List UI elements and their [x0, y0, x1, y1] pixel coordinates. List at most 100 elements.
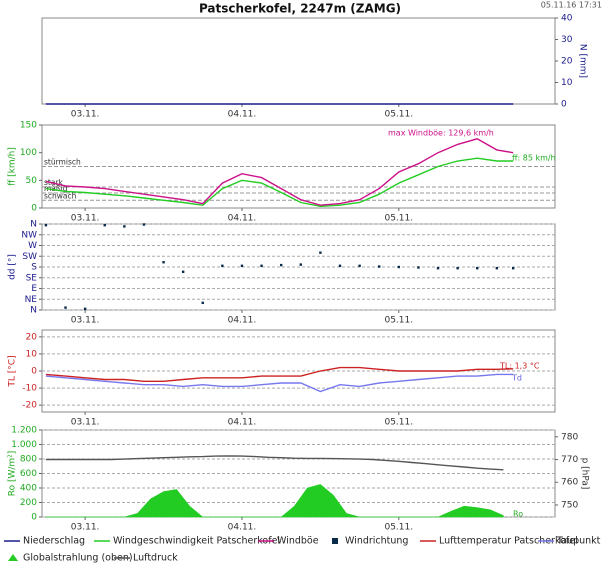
y2-tick-label: 770: [561, 455, 578, 465]
x-tick-label: 04.11.: [228, 523, 257, 533]
legend-label: Globalstrahlung (oben): [23, 553, 133, 564]
wind-direction-point: [495, 266, 499, 270]
y-axis-label: ff [km/h]: [8, 147, 18, 186]
wind-direction-point: [44, 223, 48, 227]
x-tick-label: 04.11.: [228, 316, 257, 326]
y-tick-label: SW: [22, 252, 37, 262]
annotation: Ro: [513, 510, 523, 519]
y-tick-label: 150: [20, 121, 37, 131]
threshold-label: schwach: [44, 191, 77, 200]
wind-direction-point: [201, 301, 204, 305]
wind-direction-point: [240, 264, 244, 268]
threshold-label: stark: [44, 178, 64, 187]
y-tick-label: 10: [561, 78, 573, 88]
y-tick-label: 10: [26, 349, 38, 359]
wind-direction-point: [279, 263, 283, 267]
y-axis-label: TL [°C]: [8, 355, 18, 387]
annotation: Td: [511, 374, 522, 383]
wind-direction-point: [456, 266, 459, 270]
wind-direction-point: [260, 264, 263, 268]
y-tick-label: NE: [25, 295, 38, 305]
x-tick-label: 05.11.: [384, 418, 413, 428]
legend-label: Windgeschwindigkeit Patscherkofel: [113, 536, 280, 547]
timestamp: 05.11.16 17:31: [541, 1, 602, 10]
annotation: max Windböe: 129,6 km/h: [388, 129, 494, 138]
legend-label: Taupunkt: [556, 536, 601, 547]
y-axis-label: Ro [W/m²]: [8, 451, 18, 497]
y-tick-label: 40: [561, 14, 573, 24]
x-tick-label: 03.11.: [71, 110, 100, 120]
y-tick-label: 30: [561, 35, 573, 45]
legend-label: Niederschlag: [23, 536, 85, 547]
y-tick-label: 200: [20, 498, 37, 508]
wind-direction-point: [378, 265, 381, 268]
y-axis-label: dd [°]: [8, 254, 18, 280]
y-tick-label: 20: [561, 57, 573, 67]
series-line: [45, 373, 514, 393]
threshold-label: mäßig: [44, 184, 68, 193]
y2-tick-label: 750: [561, 500, 578, 510]
chart-title: Patscherkofel, 2247m (ZAMG): [199, 2, 401, 16]
legend-marker: [8, 554, 18, 561]
x-tick-label: 03.11.: [71, 316, 100, 326]
y-tick-label: -20: [22, 401, 37, 411]
y-tick-label: -10: [22, 384, 37, 394]
y-tick-label: E: [31, 284, 37, 294]
y-tick-label: 50: [26, 176, 38, 186]
y-tick-label: 20: [26, 332, 38, 342]
y-tick-label: 400: [20, 484, 37, 494]
y-tick-label: 1.000: [11, 440, 37, 450]
wind-direction-point: [397, 265, 401, 269]
x-tick-label: 05.11.: [384, 316, 413, 326]
wind-direction-point: [299, 263, 302, 266]
radiation-area: [45, 484, 504, 518]
wind-direction-point: [64, 306, 67, 309]
wind-direction-point: [83, 307, 87, 311]
wind-direction-point: [123, 225, 126, 228]
wind-direction-point: [181, 270, 185, 273]
y-tick-label: 0: [561, 100, 567, 110]
legend-label: Lufttemperatur Patscherkofel: [439, 536, 578, 547]
x-tick-label: 03.11.: [71, 523, 100, 533]
annotation: TL: 1,3 °C: [499, 362, 540, 371]
y-tick-label: N: [30, 220, 37, 230]
legend-label: Windrichtung: [345, 536, 408, 547]
x-tick-label: 05.11.: [384, 214, 413, 224]
wind-direction-point: [436, 266, 440, 270]
series-line: [45, 138, 514, 206]
y2-axis-label: p [hPa]: [580, 458, 590, 490]
series-line: [45, 455, 504, 471]
y-axis-label: N [mm]: [578, 44, 588, 78]
wind-direction-point: [338, 264, 342, 268]
y-tick-label: 0: [31, 367, 37, 377]
y-tick-label: W: [28, 241, 37, 251]
y-tick-label: SE: [26, 273, 38, 283]
series-line: [45, 366, 514, 382]
y2-tick-label: 760: [561, 478, 578, 488]
panel-frame: [41, 17, 556, 105]
wind-direction-point: [319, 251, 322, 254]
y-tick-label: 600: [20, 469, 37, 479]
legend-label: Windböe: [277, 536, 319, 547]
y-tick-label: 800: [20, 455, 37, 465]
y-tick-label: S: [31, 263, 37, 273]
series-line: [45, 157, 514, 208]
y2-tick-label: 780: [561, 432, 578, 442]
y-tick-label: N: [30, 306, 37, 316]
x-tick-label: 05.11.: [384, 523, 413, 533]
annotation: ff: 85 km/h: [512, 154, 556, 163]
legend-label: Luftdruck: [133, 553, 178, 564]
y-tick-label: 0: [31, 204, 37, 214]
x-tick-label: 04.11.: [228, 110, 257, 120]
y-tick-label: 1.200: [11, 426, 37, 436]
legend-marker: [332, 538, 338, 544]
x-tick-label: 04.11.: [228, 214, 257, 224]
y-tick-label: NW: [21, 230, 37, 240]
wind-direction-point: [476, 266, 479, 270]
x-tick-label: 03.11.: [71, 418, 100, 428]
wind-direction-point: [162, 261, 165, 264]
wind-direction-point: [417, 266, 420, 269]
threshold-label: stürmisch: [44, 158, 81, 167]
wind-direction-point: [103, 223, 106, 227]
